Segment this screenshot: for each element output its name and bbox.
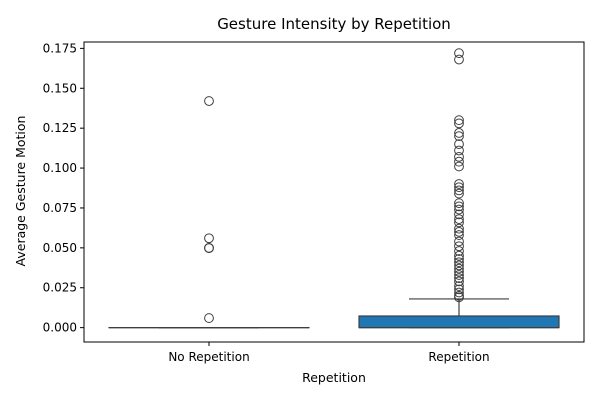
chart-title: Gesture Intensity by Repetition [217, 15, 451, 33]
outlier-point [454, 214, 464, 225]
outlier-point [454, 145, 464, 156]
outlier-point [454, 115, 464, 126]
y-tick-label: 0.125 [43, 121, 77, 135]
x-tick-label: No Repetition [168, 350, 249, 364]
y-tick-label: 0.025 [43, 281, 77, 295]
y-tick-label: 0.100 [43, 161, 77, 175]
outlier-point [204, 233, 214, 244]
outlier-point [204, 313, 214, 323]
outlier-point [454, 254, 464, 264]
outlier-point [454, 284, 464, 295]
outlier-point [454, 260, 464, 271]
x-axis-label: Repetition [302, 370, 366, 385]
x-tick-label: Repetition [428, 350, 489, 364]
y-axis-label: Average Gesture Motion [13, 116, 28, 267]
outlier-point [454, 292, 464, 303]
outlier-point [204, 243, 214, 254]
y-tick-label: 0.075 [43, 201, 77, 215]
outlier-point [454, 281, 464, 292]
outlier-point [454, 128, 464, 138]
outlier-point [454, 48, 464, 59]
outlier-point [454, 185, 464, 196]
outlier-point [454, 236, 464, 247]
outlier-point [454, 161, 464, 172]
outlier-point [454, 118, 464, 129]
outlier-point [454, 246, 464, 256]
outlier-point [454, 230, 464, 240]
outlier-point [454, 188, 464, 199]
outlier-point [454, 226, 464, 237]
axes-frame [83, 41, 585, 343]
outlier-point [454, 223, 464, 234]
outlier-point [454, 139, 464, 150]
outlier-point [454, 151, 464, 162]
outlier-point [454, 270, 464, 280]
outlier-point [454, 198, 464, 209]
outlier-point [454, 266, 464, 277]
outlier-point [454, 179, 464, 189]
outlier-point [454, 201, 464, 212]
outlier-point [454, 257, 464, 268]
outlier-point [454, 287, 464, 298]
y-tick-label: 0.000 [43, 321, 77, 335]
outlier-point [454, 276, 464, 287]
outlier-point [454, 156, 464, 167]
outlier-point [454, 209, 464, 220]
box-iqr [358, 315, 560, 329]
y-tick-label: 0.175 [43, 41, 77, 55]
y-tick-label: 0.150 [43, 81, 77, 95]
outlier-point [204, 96, 214, 106]
y-tick-label: 0.050 [43, 241, 77, 255]
outlier-point [454, 204, 464, 215]
outlier-point [454, 131, 464, 142]
outlier-point [454, 250, 464, 261]
outlier-point [454, 263, 464, 274]
plot-area: 0.000 0.025 0.050 0.075 0.100 0.125 0.150 0.175… [43, 41, 585, 364]
outlier-point [454, 273, 464, 284]
outlier-point [454, 241, 464, 252]
outlier-point [454, 54, 464, 65]
outlier-point [454, 182, 464, 193]
outlier-point [454, 217, 464, 228]
